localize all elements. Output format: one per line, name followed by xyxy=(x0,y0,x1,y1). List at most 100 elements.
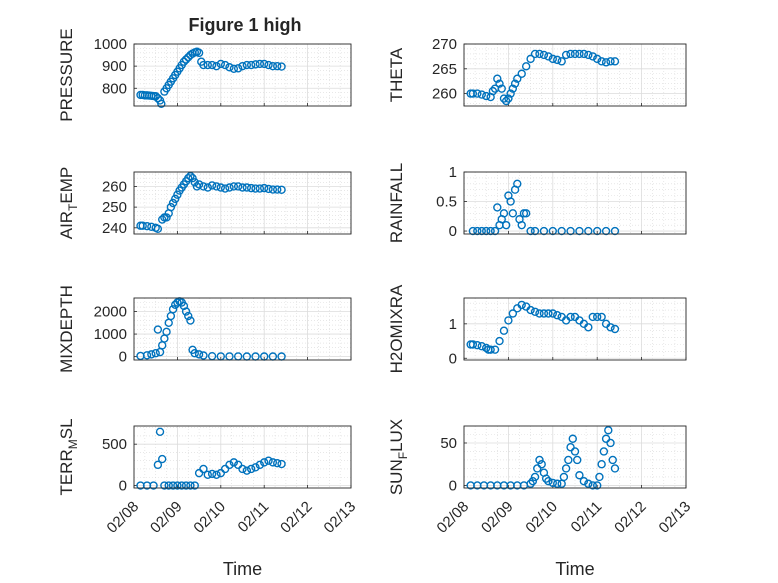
data-point xyxy=(229,182,239,191)
data-point xyxy=(601,226,611,236)
data-point xyxy=(190,481,199,490)
axes-frame xyxy=(133,297,352,361)
x-tick-label: 02/11 xyxy=(568,498,606,536)
data-point xyxy=(160,481,169,490)
data-point xyxy=(273,185,282,194)
data-point xyxy=(186,50,195,60)
data-point xyxy=(535,309,544,318)
data-point xyxy=(229,458,239,467)
data-point xyxy=(593,54,602,64)
y-axis-label-part: H2OMIXRA xyxy=(387,284,406,373)
data-point xyxy=(579,49,589,59)
data-point xyxy=(238,61,247,71)
data-point xyxy=(199,60,208,70)
data-point xyxy=(260,59,269,69)
y-tick-label: 500 xyxy=(102,436,127,453)
data-point xyxy=(537,460,546,469)
data-point xyxy=(194,48,204,58)
y-axis-label-part: SUN xyxy=(387,459,406,495)
data-point xyxy=(575,471,584,480)
data-point xyxy=(151,349,160,358)
x-axis-label: Time xyxy=(555,559,594,579)
data-point xyxy=(553,311,562,320)
data-point xyxy=(593,312,602,322)
y-tick-label: 0 xyxy=(119,349,127,366)
data-point xyxy=(164,481,173,490)
y-axis-label: AIRTEMP xyxy=(57,167,80,240)
y-tick-label: 0 xyxy=(449,477,457,494)
data-point xyxy=(482,91,491,101)
data-point xyxy=(273,459,282,468)
data-point xyxy=(473,89,482,98)
data-point xyxy=(216,183,226,192)
data-point xyxy=(499,94,509,103)
data-point xyxy=(190,178,199,187)
data-point xyxy=(179,57,189,66)
data-point xyxy=(530,226,540,236)
data-point xyxy=(251,184,260,193)
data-point xyxy=(548,309,557,318)
data-point xyxy=(277,459,286,469)
axes-frame xyxy=(133,43,352,107)
data-point xyxy=(264,60,273,70)
data-point xyxy=(526,305,535,315)
data-point xyxy=(168,198,178,208)
y-tick-label: 0 xyxy=(449,350,457,367)
data-point xyxy=(499,326,509,335)
data-point xyxy=(604,426,613,435)
data-point xyxy=(486,345,495,354)
data-point xyxy=(212,61,221,71)
data-point xyxy=(593,226,602,236)
data-point xyxy=(566,312,575,322)
data-point xyxy=(473,340,482,350)
data-point xyxy=(557,226,566,236)
y-tick-label: 265 xyxy=(432,61,457,78)
data-point xyxy=(242,466,252,475)
data-point xyxy=(610,464,620,473)
y-axis-label: H2OMIXRA xyxy=(387,284,406,373)
data-point xyxy=(506,197,515,206)
data-point xyxy=(544,477,553,486)
figure-title: Figure 1 high xyxy=(188,15,301,35)
x-tick-label: 02/10 xyxy=(190,498,229,537)
y-axis-label-part: PRESSURE xyxy=(57,28,76,122)
data-point xyxy=(268,458,278,467)
y-axis-label-part: M xyxy=(66,439,80,449)
y-axis-label-part: MIXDEPTH xyxy=(57,285,76,373)
data-point xyxy=(177,481,186,490)
data-point xyxy=(238,464,247,474)
x-tick-label: 02/12 xyxy=(277,498,316,537)
data-point xyxy=(575,226,584,236)
data-point xyxy=(482,226,491,236)
x-tick-label: 02/09 xyxy=(478,498,517,537)
data-point xyxy=(216,59,226,69)
data-point xyxy=(225,183,234,192)
y-axis-label-part: THETA xyxy=(387,47,406,102)
data-point xyxy=(186,481,195,490)
data-point xyxy=(495,336,504,346)
data-point xyxy=(610,324,620,334)
data-point xyxy=(188,173,197,183)
data-point xyxy=(548,54,557,64)
data-point xyxy=(277,62,286,71)
subplot-3: 240 250 260 AIRTEMP xyxy=(57,167,352,240)
data-point xyxy=(273,61,282,71)
data-point xyxy=(233,64,243,73)
data-point xyxy=(199,182,208,191)
data-point xyxy=(497,84,506,93)
data-point xyxy=(184,311,193,321)
data-point xyxy=(548,478,557,488)
y-tick-label: 0.5 xyxy=(436,194,457,211)
data-point xyxy=(490,226,500,236)
data-point xyxy=(142,221,152,231)
data-point xyxy=(530,307,540,316)
data-point xyxy=(597,312,606,322)
data-point xyxy=(194,180,204,189)
x-tick-label: 02/08 xyxy=(104,498,143,537)
data-point xyxy=(504,316,513,325)
axes-frame xyxy=(133,425,352,489)
data-point xyxy=(610,226,620,236)
y-tick-label: 250 xyxy=(102,199,127,216)
data-point xyxy=(482,343,491,353)
y-tick-label: 1 xyxy=(449,316,457,333)
